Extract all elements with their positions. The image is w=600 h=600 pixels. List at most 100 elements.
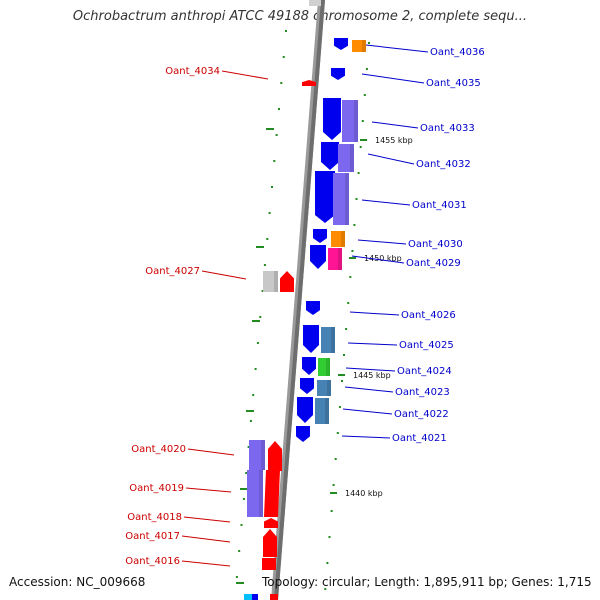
ring-dot	[341, 380, 343, 382]
ring-dot	[361, 120, 364, 122]
ring-dot	[254, 368, 257, 370]
gene-labels: Oant_4036 Oant_4035 Oant_4033 Oant_4032 Oant…	[125, 44, 485, 567]
ring-dot	[365, 68, 368, 70]
ring-dot	[273, 160, 276, 162]
cog-box-oant-4020	[249, 440, 265, 470]
ring-dot	[271, 186, 273, 188]
ring-dot	[332, 484, 335, 486]
gene-label-oant-4030: Oant_4030	[408, 239, 463, 250]
gene-arrow-oant-4027	[280, 271, 294, 292]
ring-dot	[235, 576, 238, 578]
scale-ticks: 1455 kbp 1450 kbp 1445 kbp 1440 kbp	[330, 136, 413, 498]
cog-box-oant-4036-shade	[362, 40, 366, 52]
chromosome-backbone	[271, 0, 325, 600]
cog-box-oant-4033-shade	[354, 100, 358, 142]
gene-arrow-oant-4017	[263, 529, 277, 557]
gene-arrow-oant-4030	[313, 229, 327, 243]
leader-line	[181, 535, 231, 543]
cog-box-oant-4025	[321, 327, 335, 353]
cog-box-oant-4033	[342, 100, 358, 142]
scale-tick	[338, 374, 345, 376]
ring-dot	[249, 420, 252, 422]
minor-tick	[246, 410, 254, 412]
cog-box-oant-4023-shade	[327, 380, 331, 396]
ring-dot	[357, 172, 360, 174]
ring-dot	[242, 498, 245, 500]
gene-arrow-oant-4019	[264, 470, 280, 517]
ring-dot	[238, 550, 241, 552]
cog-box-oant-4032-shade	[350, 144, 354, 172]
leader-line	[181, 560, 231, 567]
gene-label-oant-4033: Oant_4033	[420, 123, 475, 134]
gene-arrow-oant-4036	[334, 38, 348, 50]
gene-arrow-oant-4016	[262, 558, 276, 570]
leader-line	[351, 255, 405, 264]
ring-dot	[347, 302, 350, 304]
cog-box-oant-4027	[263, 271, 278, 292]
leader-line	[361, 199, 411, 206]
ring-dot	[334, 458, 337, 460]
ring-dot	[336, 432, 339, 434]
gene-label-oant-4023: Oant_4023	[395, 387, 450, 398]
gene-label-oant-4036: Oant_4036	[430, 47, 485, 58]
cog-box-oant-4023	[317, 380, 331, 396]
ring-dot	[278, 108, 280, 110]
gene-features	[244, 38, 366, 600]
gene-label-oant-4034: Oant_4034	[165, 66, 220, 77]
gene-arrow-edge	[252, 594, 258, 600]
cog-box-oant-4029	[328, 248, 342, 270]
gene-arrow-oant-4021	[296, 426, 310, 442]
gene-arrow-edge	[270, 594, 278, 600]
cog-box-oant-4031	[333, 173, 349, 225]
scale-tick	[330, 492, 337, 494]
ring-dot	[368, 42, 370, 44]
ring-dot	[324, 588, 327, 590]
cog-box-oant-4019	[247, 470, 263, 517]
gene-arrow-oant-4035	[331, 68, 345, 80]
gene-arrow-edge	[244, 594, 252, 600]
ring-dot	[259, 316, 262, 318]
scale-tick-label: 1445 kbp	[353, 371, 391, 380]
cog-box-oant-4029-shade	[338, 248, 342, 270]
ring-dot	[359, 146, 362, 148]
leader-line	[201, 270, 247, 280]
gene-arrow-oant-4031	[315, 171, 335, 223]
gene-label-oant-4018: Oant_4018	[127, 512, 182, 523]
cog-box-oant-4030-shade	[341, 231, 345, 247]
gene-label-oant-4026: Oant_4026	[401, 310, 456, 321]
cog-box-oant-4022-shade	[325, 398, 329, 424]
gene-label-oant-4022: Oant_4022	[394, 409, 449, 420]
leader-line	[185, 487, 232, 493]
gene-label-oant-4024: Oant_4024	[397, 366, 452, 377]
gene-label-oant-4019: Oant_4019	[129, 483, 184, 494]
minor-tick	[236, 582, 244, 584]
minor-tick	[256, 246, 264, 248]
ring-dot	[256, 342, 259, 344]
gene-arrow-oant-4029	[310, 245, 326, 269]
minor-tick	[266, 128, 274, 130]
ring-dot	[252, 394, 255, 396]
gene-arrow-oant-4020	[268, 441, 282, 471]
ring-dot	[245, 472, 248, 474]
gene-label-oant-4020: Oant_4020	[131, 444, 186, 455]
map-title: Ochrobactrum anthropi ATCC 49188 chromos…	[72, 9, 528, 24]
ring-dot	[261, 290, 264, 292]
ring-dot	[247, 446, 250, 448]
ring-dot	[285, 30, 287, 32]
scale-tick	[360, 139, 367, 141]
leader-line	[357, 239, 407, 245]
gene-label-oant-4035: Oant_4035	[426, 78, 481, 89]
topology-text: Topology: circular; Length: 1,895,911 bp…	[262, 575, 592, 589]
leader-line	[345, 367, 396, 372]
gene-label-oant-4017: Oant_4017	[125, 531, 180, 542]
ring-dot	[268, 212, 271, 214]
cog-box-oant-4031-shade	[345, 173, 349, 225]
cog-box-oant-4024-shade	[326, 358, 330, 376]
leader-line	[183, 516, 231, 523]
gene-arrow-oant-4034	[302, 80, 316, 86]
ring-dot	[343, 354, 345, 356]
leader-line	[361, 73, 425, 84]
leader-line	[347, 342, 398, 346]
scale-tick-label: 1450 kbp	[364, 254, 402, 263]
ring-dot	[351, 250, 354, 252]
